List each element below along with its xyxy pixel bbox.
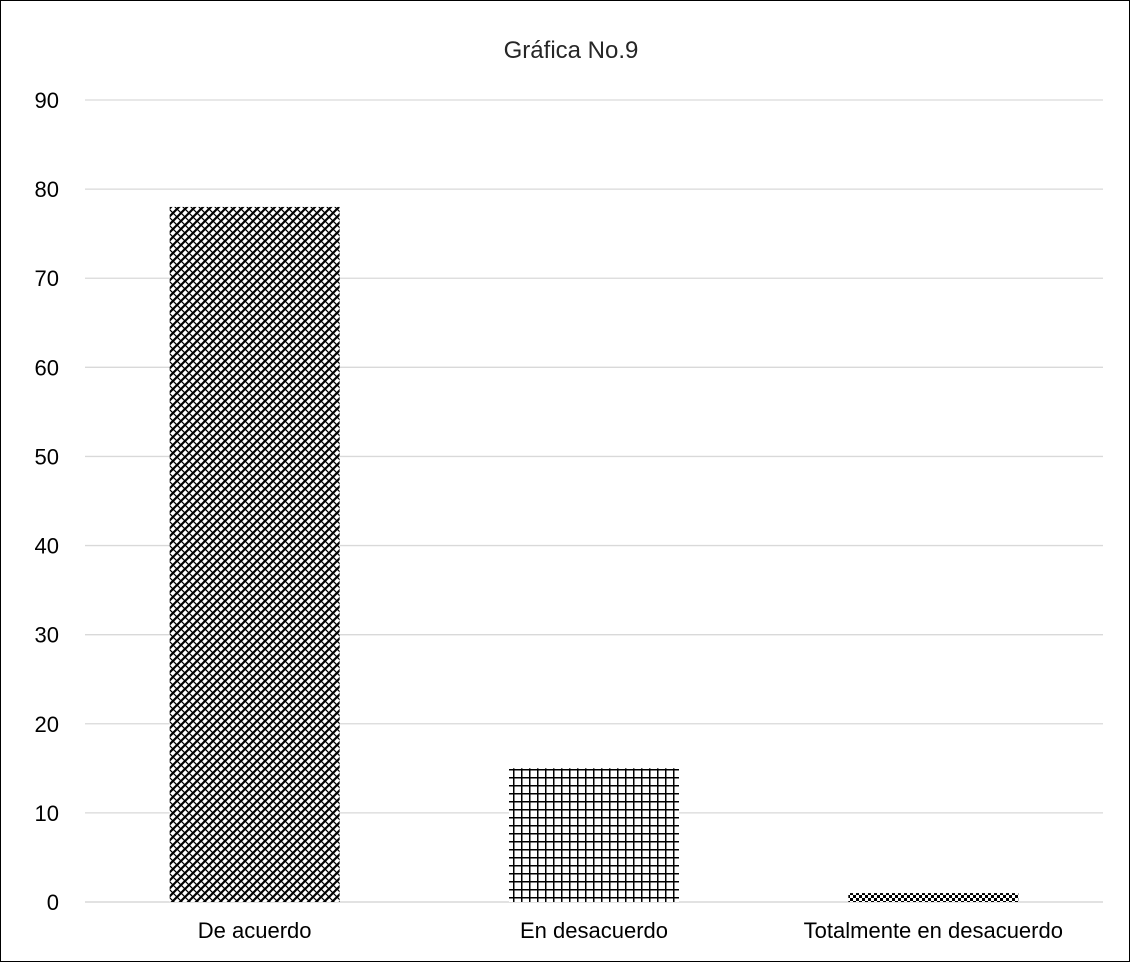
y-tick-label: 0 [47, 890, 59, 915]
y-tick-label: 10 [35, 801, 59, 826]
x-category-label: De acuerdo [198, 918, 312, 943]
bar-totalmente-en-desacuerdo [848, 893, 1019, 902]
y-tick-label: 30 [35, 623, 59, 648]
y-tick-label: 40 [35, 534, 59, 559]
y-tick-label: 70 [35, 266, 59, 291]
x-category-label: En desacuerdo [520, 918, 668, 943]
x-category-label: Totalmente en desacuerdo [804, 918, 1063, 943]
y-tick-label: 50 [35, 444, 59, 469]
bar-en-desacuerdo [509, 768, 679, 902]
y-axis-ticks: 0 10 20 30 40 50 60 70 80 90 [35, 88, 59, 915]
y-tick-label: 90 [35, 88, 59, 113]
bar-de-acuerdo [169, 206, 340, 902]
x-axis-labels: De acuerdo En desacuerdo Totalmente en des… [198, 918, 1063, 943]
chart-title: Gráfica No.9 [504, 37, 639, 64]
y-tick-label: 60 [35, 355, 59, 380]
bars [169, 206, 1019, 902]
y-tick-label: 20 [35, 712, 59, 737]
y-tick-label: 80 [35, 177, 59, 202]
